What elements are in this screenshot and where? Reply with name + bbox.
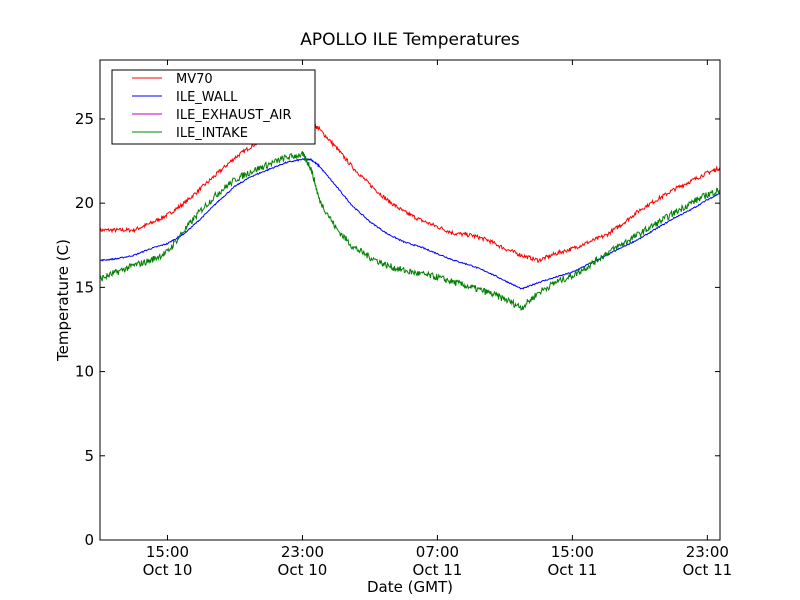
- y-tick-label: 5: [84, 447, 94, 465]
- y-tick-label: 15: [75, 278, 94, 296]
- legend-label: MV70: [176, 72, 213, 87]
- y-tick-label: 25: [75, 110, 94, 128]
- chart-title: APOLLO ILE Temperatures: [300, 30, 520, 50]
- x-tick-time: 23:00: [281, 543, 324, 561]
- series-line-ile-wall: [100, 157, 721, 290]
- series-line-ile-intake: [99, 150, 721, 311]
- series-layer: [99, 119, 721, 311]
- x-tick-date: Oct 11: [682, 561, 732, 579]
- x-tick-date: Oct 10: [143, 561, 193, 579]
- axes: [99, 59, 721, 541]
- plot-frame: [99, 59, 721, 541]
- y-tick-label: 0: [84, 531, 94, 549]
- series-line-mv70: [99, 119, 721, 263]
- x-tick-date: Oct 11: [413, 561, 463, 579]
- y-tick-label: 10: [75, 363, 94, 381]
- legend: MV70 ILE_WALL ILE_EXHAUST_AIR ILE_INTAKE: [111, 69, 316, 145]
- legend-label: ILE_INTAKE: [176, 126, 248, 141]
- x-axis-label: Date (GMT): [367, 578, 453, 596]
- x-tick-time: 15:00: [146, 543, 189, 561]
- legend-label: ILE_WALL: [176, 90, 238, 105]
- y-ticks: 0 5 10 15 20 25: [75, 110, 720, 549]
- y-tick-label: 20: [75, 194, 94, 212]
- y-axis-label: Temperature (C): [54, 239, 72, 362]
- x-tick-date: Oct 10: [278, 561, 328, 579]
- x-tick-date: Oct 11: [547, 561, 597, 579]
- x-tick-time: 23:00: [686, 543, 729, 561]
- x-tick-time: 07:00: [416, 543, 459, 561]
- legend-label: ILE_EXHAUST_AIR: [176, 108, 292, 123]
- x-tick-time: 15:00: [551, 543, 594, 561]
